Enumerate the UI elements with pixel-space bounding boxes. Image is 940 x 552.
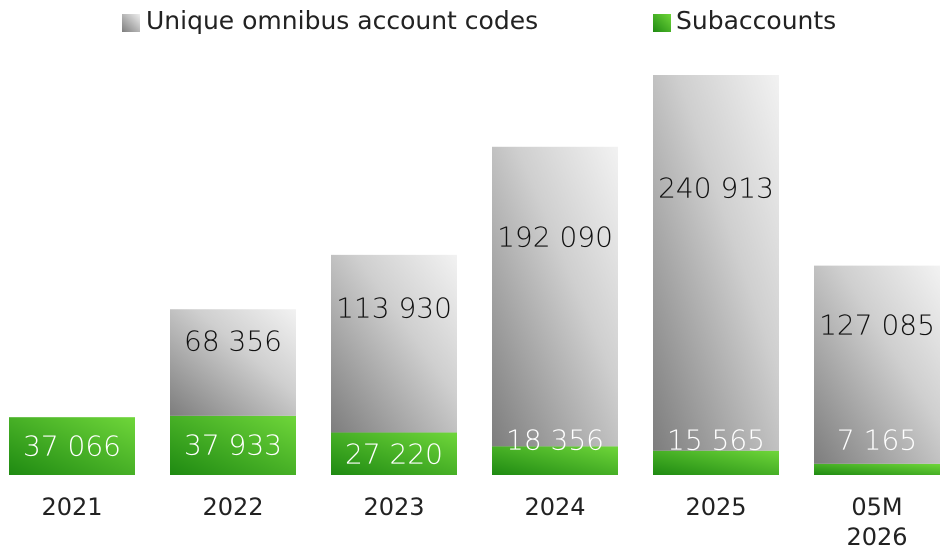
data-label: 192 090 <box>497 220 613 254</box>
data-label: 113 930 <box>336 291 452 325</box>
data-label: 37 066 <box>23 429 121 463</box>
bar-segment <box>170 309 296 416</box>
data-label: 127 085 <box>819 308 935 342</box>
data-label: 18 356 <box>506 423 604 457</box>
bar-segment <box>492 146 618 447</box>
legend-swatch <box>122 14 140 32</box>
bar-segment <box>814 265 940 464</box>
data-label: 27 220 <box>345 437 443 471</box>
bar-segment <box>170 415 296 475</box>
data-label: 68 356 <box>184 324 282 358</box>
x-tick-label: 2024 <box>524 493 586 521</box>
bar-segment <box>492 446 618 475</box>
data-label: 15 565 <box>667 423 765 457</box>
data-label: 240 913 <box>658 171 774 205</box>
x-tick-label: 2021 <box>41 493 103 521</box>
x-tick-label: 05M 2026 <box>846 493 908 551</box>
legend-label: Subaccounts <box>676 6 837 35</box>
bar-segment <box>653 450 779 475</box>
x-tick-label: 2025 <box>685 493 747 521</box>
bar-segment <box>653 75 779 451</box>
bar-segment <box>331 254 457 433</box>
x-tick-label: 2023 <box>363 493 425 521</box>
x-tick-label: 2022 <box>202 493 264 521</box>
data-label: 37 933 <box>184 428 282 462</box>
bar-segment <box>331 432 457 475</box>
data-label: 7 165 <box>836 423 918 457</box>
bar-segment <box>814 463 940 475</box>
legend-swatch <box>653 14 671 32</box>
legend-label: Unique omnibus account codes <box>146 6 539 35</box>
bar-segment <box>9 417 135 475</box>
